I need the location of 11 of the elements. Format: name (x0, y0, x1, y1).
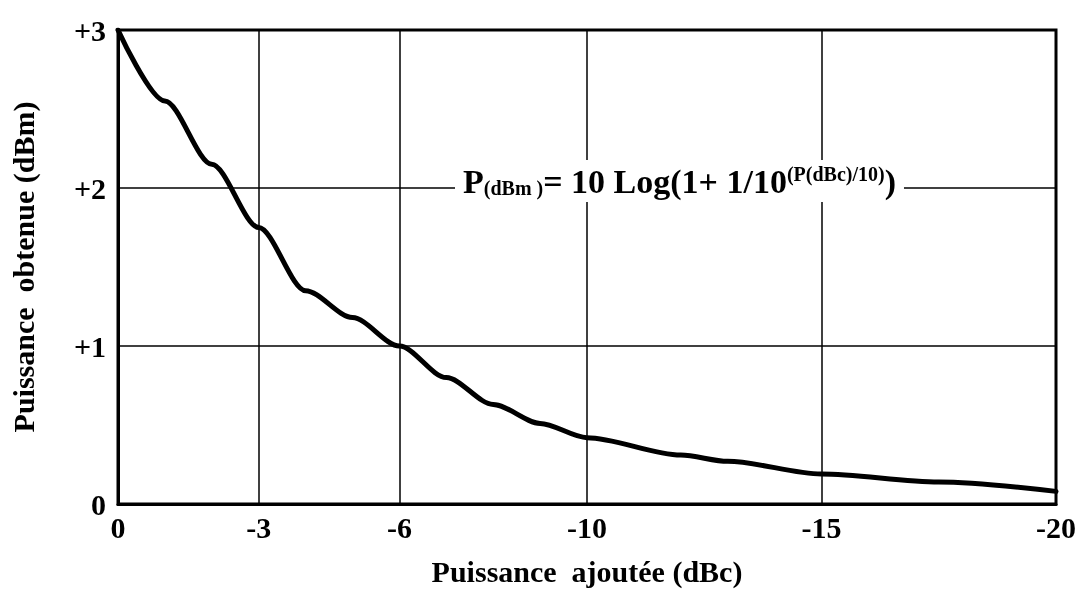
y-tick-label: +1 (73, 329, 106, 363)
x-tick-label: -6 (386, 510, 412, 544)
x-tick-label: -20 (1036, 510, 1076, 544)
x-tick-label: -15 (801, 510, 842, 544)
x-tick-label: -10 (567, 510, 607, 544)
x-tick-label: -3 (246, 510, 272, 544)
y-tick-label: +2 (73, 171, 106, 205)
y-tick-label: +3 (73, 13, 106, 47)
y-tick-label: 0 (91, 487, 106, 521)
x-axis-title: Puissance ajoutée (dBc) (431, 554, 743, 589)
y-axis-title: Puissance obtenue (dBm) (6, 101, 41, 433)
